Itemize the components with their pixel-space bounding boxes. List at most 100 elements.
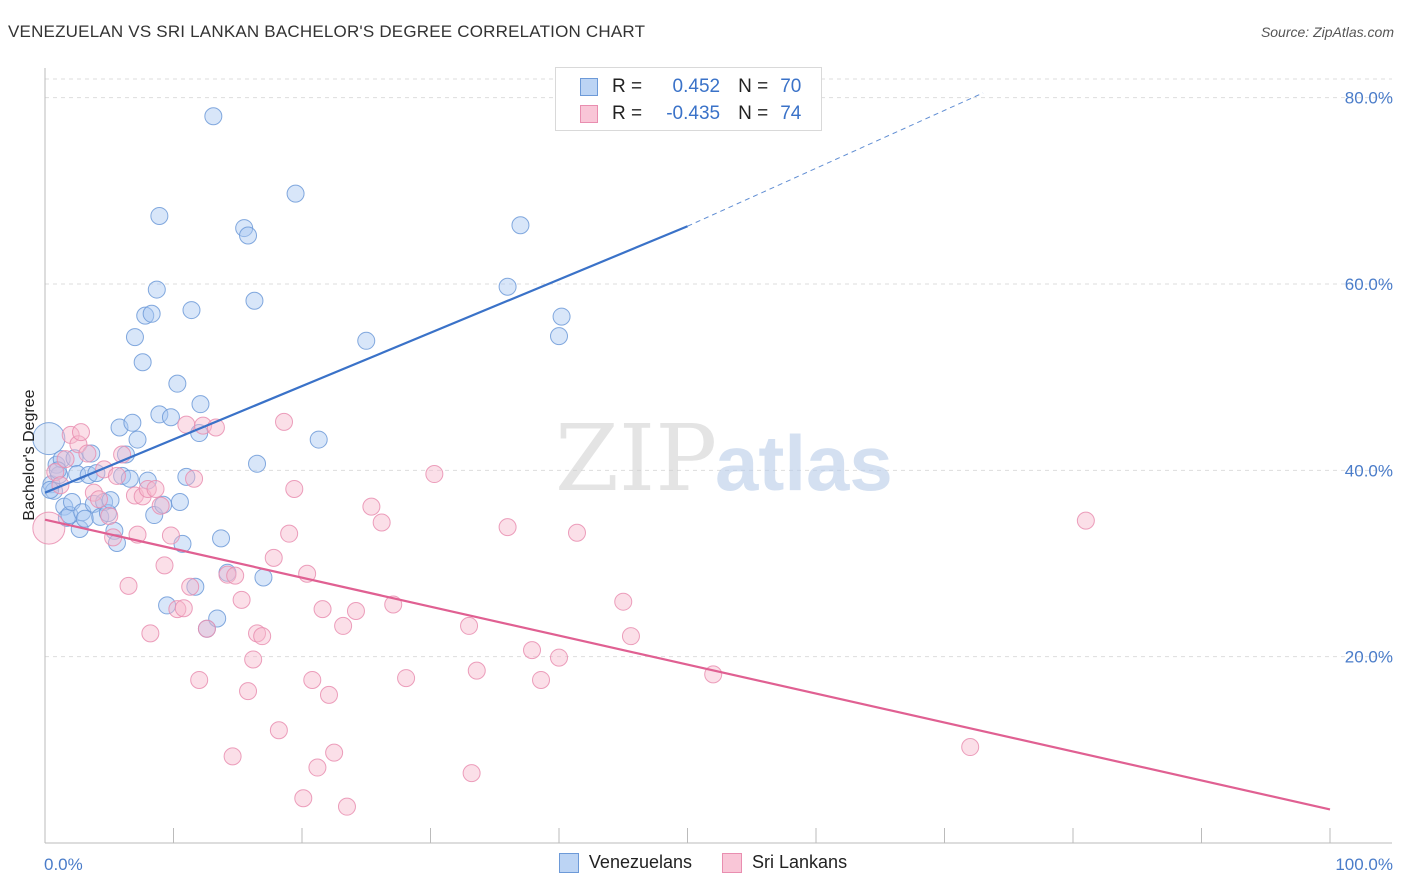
- watermark-zip: ZIP: [555, 405, 717, 512]
- legend-n-value: 74: [780, 103, 802, 124]
- sri-lankan-point: [280, 524, 299, 543]
- venezuelan-point: [511, 216, 530, 235]
- sri-lankan-point: [462, 764, 481, 783]
- venezuelan-point: [182, 301, 201, 320]
- trend-lines: [44, 92, 1331, 811]
- venezuelan-point: [95, 492, 114, 511]
- source-label: Source: ZipAtlas.com: [1260, 24, 1394, 40]
- sri-lankan-point: [155, 556, 174, 575]
- venezuelan-point: [128, 430, 147, 449]
- y-tick-label: 20.0%: [1345, 648, 1393, 667]
- venezuelan-point: [498, 277, 517, 296]
- x-tick-label: 0.0%: [44, 855, 83, 874]
- sri-lankan-point: [161, 526, 180, 545]
- venezuelan-point: [133, 353, 152, 372]
- sri-lankan-point: [498, 518, 517, 537]
- sri-lankan-point: [89, 490, 108, 509]
- sri-lankan-point: [138, 479, 157, 498]
- venezuelan-point: [550, 327, 568, 346]
- series-sri-lankans: [32, 412, 1095, 816]
- sri-lankan-point: [294, 789, 313, 808]
- y-tick-label: 60.0%: [1345, 275, 1393, 294]
- venezuelan-point: [125, 328, 144, 347]
- sri-lankan-point: [621, 627, 640, 646]
- sri-lankan-point: [181, 577, 200, 596]
- correlation-legend: R = 0.452 N = 70 R = -0.435 N = 74: [555, 67, 822, 131]
- venezuelan-trend-line: [44, 225, 688, 494]
- legend-n-label: N =: [738, 76, 769, 97]
- venezuelan-point: [245, 291, 264, 310]
- venezuelan-point: [239, 226, 258, 245]
- venezuelan-point: [248, 454, 267, 473]
- sri-lankan-point: [168, 600, 187, 619]
- venezuelan-point: [286, 184, 305, 203]
- venezuelan-point: [150, 405, 169, 424]
- legend-row-sri-lankans: R = -0.435 N = 74: [580, 102, 801, 126]
- legend-swatch-blue: [580, 78, 598, 96]
- series-venezuelans: [32, 107, 571, 638]
- venezuelan-point: [145, 506, 164, 525]
- sri-lankan-point: [372, 513, 391, 532]
- sri-lankan-point: [325, 743, 344, 762]
- sri-lankan-point: [269, 721, 288, 740]
- sri-lankan-point: [56, 450, 75, 469]
- sri-lankan-point: [151, 496, 170, 515]
- venezuelan-point: [147, 280, 166, 299]
- venezuelan-point: [309, 430, 328, 449]
- venezuelan-point: [52, 450, 71, 469]
- sri-lankan-point: [460, 616, 479, 635]
- legend-n-label: N =: [738, 103, 769, 124]
- sri-lankan-point: [107, 466, 126, 485]
- sri-lankan-point: [285, 479, 304, 498]
- legend-swatch-pink: [580, 105, 598, 123]
- sri-lankan-point: [197, 619, 216, 638]
- venezuelan-point: [150, 206, 169, 225]
- sri-lankan-point: [346, 602, 365, 621]
- sri-lankan-point: [100, 506, 119, 525]
- sri-lankan-point: [567, 523, 586, 542]
- venezuelan-point: [177, 467, 196, 486]
- y-axis-title: Bachelor's Degree: [21, 389, 38, 520]
- venezuelan-trend-extension: [687, 92, 984, 227]
- sri-lankan-point: [362, 497, 381, 516]
- venezuelan-point: [123, 413, 142, 432]
- venezuelan-point: [82, 444, 101, 463]
- series-legend: Venezuelans Sri Lankans: [0, 852, 1406, 873]
- venezuelan-point: [47, 455, 66, 474]
- sri-lankan-point: [397, 669, 416, 688]
- sri-lankan-point: [1076, 511, 1095, 530]
- y-tick-label: 40.0%: [1345, 461, 1393, 480]
- sri-lankan-point: [190, 670, 209, 689]
- venezuelan-point: [254, 568, 273, 587]
- sri-lankan-point: [174, 599, 193, 618]
- sri-lankan-point: [308, 758, 327, 777]
- sri-lankan-point: [467, 661, 486, 680]
- sri-lankan-point: [264, 548, 283, 567]
- legend-r-label: R =: [612, 76, 643, 97]
- sri-lankan-point: [146, 479, 165, 498]
- venezuelan-point: [357, 331, 376, 350]
- sri-lankan-point: [185, 469, 204, 488]
- legend-r-value: -0.435: [666, 103, 721, 124]
- venezuelan-point: [168, 374, 187, 393]
- sri-lankan-point: [239, 682, 258, 701]
- sri-lankan-point: [61, 425, 80, 444]
- venezuelan-point: [191, 395, 210, 414]
- venezuelan-point: [204, 107, 223, 126]
- venezuelan-point: [212, 529, 231, 548]
- sri-lankan-point: [244, 650, 263, 669]
- legend-item-sri-lankans[interactable]: Sri Lankans: [722, 852, 847, 873]
- legend-n-value: 70: [780, 76, 802, 97]
- legend-row-venezuelans: R = 0.452 N = 70: [580, 75, 801, 99]
- sri-lankan-point: [226, 566, 245, 585]
- venezuelan-point: [552, 307, 571, 326]
- sri-lankan-point: [32, 511, 66, 545]
- sri-lankan-trend-line: [44, 518, 1331, 811]
- axes: [44, 68, 1392, 844]
- venezuelan-point: [32, 422, 66, 456]
- chart-title: VENEZUELAN VS SRI LANKAN BACHELOR'S DEGR…: [8, 22, 646, 41]
- legend-swatch-blue: [558, 852, 579, 873]
- sri-lankan-point: [425, 465, 444, 484]
- legend-item-venezuelans[interactable]: Venezuelans: [558, 852, 692, 873]
